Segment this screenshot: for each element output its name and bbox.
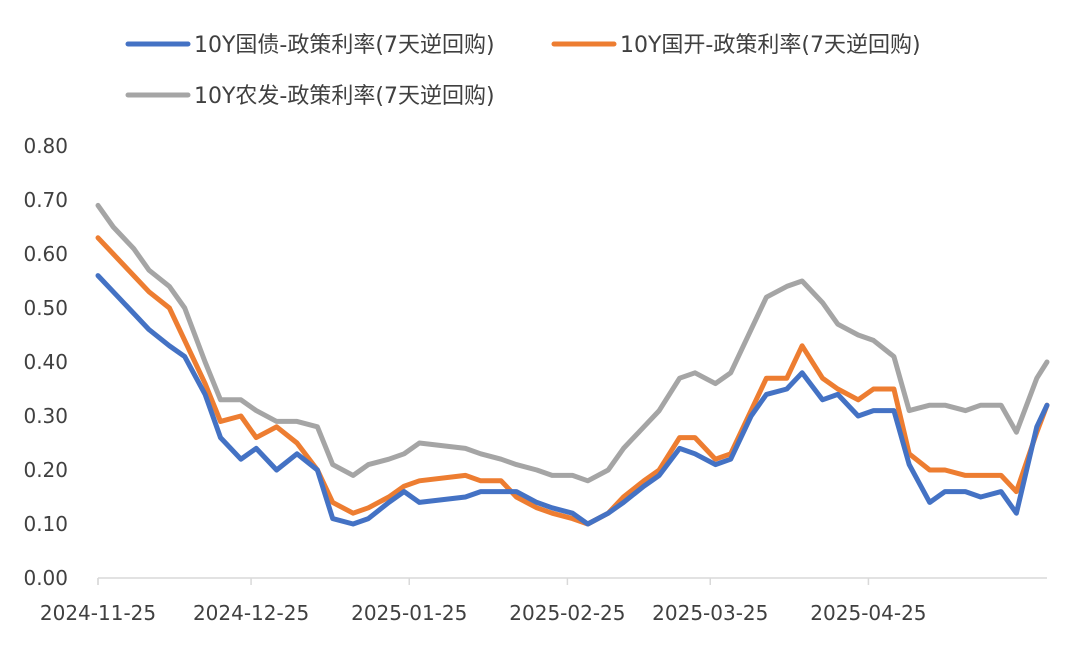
axes: 0.00 0.10 0.20 0.30 0.40 0.50 0.60 0.70 0.80 2024… — [23, 134, 1047, 625]
y-tick-label: 0.80 — [23, 134, 68, 158]
series-lines — [95, 202, 1050, 527]
x-tick-label: 2024-11-25 — [40, 601, 156, 625]
series-line — [95, 273, 1050, 527]
x-tick-label: 2024-12-25 — [193, 601, 309, 625]
y-tick-label: 0.70 — [23, 188, 68, 212]
x-tick-label: 2025-04-25 — [810, 601, 926, 625]
legend-label: 10Y农发-政策利率(7天逆回购) — [194, 84, 495, 109]
y-tick-label: 0.40 — [23, 350, 68, 374]
x-tick-label: 2025-01-25 — [351, 601, 467, 625]
y-tick-label: 0.20 — [23, 458, 68, 482]
legend-label: 10Y国开-政策利率(7天逆回购) — [620, 33, 921, 58]
x-tick-label: 2025-03-25 — [652, 601, 768, 625]
legend: 10Y国债-政策利率(7天逆回购) 10Y国开-政策利率(7天逆回购) 10Y农发-… — [125, 33, 921, 109]
y-tick-label: 0.50 — [23, 296, 68, 320]
y-tick-label: 0.00 — [23, 566, 68, 590]
legend-label: 10Y国债-政策利率(7天逆回购) — [194, 33, 495, 58]
x-tick-label: 2025-02-25 — [509, 601, 625, 625]
y-tick-label: 0.30 — [23, 404, 68, 428]
y-tick-label: 0.10 — [23, 512, 68, 536]
y-tick-label: 0.60 — [23, 242, 68, 266]
series-line — [95, 235, 1050, 527]
series-line — [95, 202, 1050, 484]
